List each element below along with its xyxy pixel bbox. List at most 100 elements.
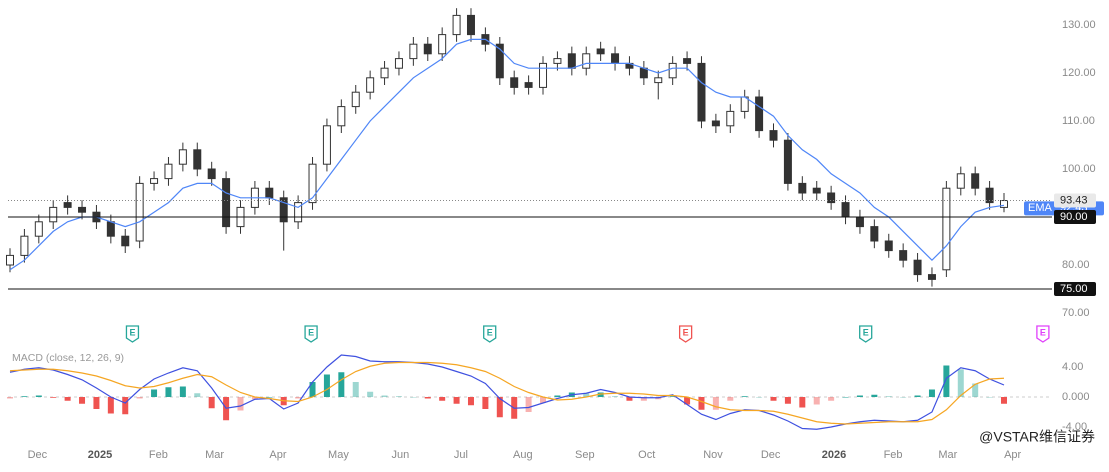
candle-body [495,43,504,79]
histogram-bar [251,397,258,400]
candle-body [654,77,663,84]
candle-body [178,149,187,165]
candle-body [78,206,87,213]
histogram-bar [856,395,863,397]
candle-body [524,82,533,88]
candle-body [870,226,879,242]
candle-body [668,62,677,79]
candle-body [539,62,548,88]
histogram-bar [784,397,791,404]
candle-body [438,34,447,55]
candle-body [567,53,576,69]
candle-body [322,125,331,165]
histogram-bar [338,372,345,397]
y-tick-label: 110.00 [1062,115,1095,127]
candle-body [956,173,965,189]
candle-body [755,96,764,132]
x-tick-label: Oct [638,449,655,461]
candle-body [927,274,936,280]
last-price-label: 93.43 [1060,194,1088,206]
candle-body [913,259,922,276]
level-label: 90.00 [1060,211,1088,223]
histogram-bar [35,395,42,397]
candle-body [135,182,144,242]
candle-body [1000,200,1008,208]
candle-body [294,202,303,223]
candle-body [582,53,591,69]
y-tick-label: 70.00 [1062,307,1090,319]
histogram-bar [885,396,892,397]
candle-body [769,130,778,141]
level-label-bg [1054,282,1096,296]
histogram-bar [770,397,777,401]
candle-body [884,240,893,252]
candle-body [308,163,317,204]
candle-body [380,67,389,79]
earnings-marker [304,325,318,343]
candle-body [985,187,994,204]
histogram-bar [871,394,878,397]
histogram-bar [828,397,835,401]
histogram-bar [79,397,86,404]
candle-body [855,216,864,228]
candle-body [611,53,620,64]
histogram-bar [914,395,921,397]
histogram-bar [179,386,186,397]
candle-body [409,43,418,60]
x-tick-label: Feb [884,449,903,461]
histogram-bar [136,397,143,399]
watermark: @VSTAR维信证券 [979,429,1095,445]
candle-body [423,43,432,55]
macd-title: MACD (close, 12, 26, 9) [12,352,124,364]
histogram-bar [64,397,71,401]
x-tick-label: Apr [1004,449,1021,461]
x-tick-label: Apr [269,449,286,461]
histogram-bar [684,397,691,405]
candle-body [394,58,403,69]
histogram-bar [439,397,446,401]
histogram-bar [712,397,719,410]
histogram-bar [972,383,979,397]
histogram-bar [21,396,28,397]
candle-body [34,221,43,237]
candle-body [106,221,115,237]
level-label-bg [1054,210,1096,224]
candle-body [279,197,288,223]
x-tick-label: Nov [703,449,723,461]
histogram-bar [165,387,172,397]
candle-body [207,168,216,180]
candle-body [683,58,692,64]
candle-body [942,187,951,271]
x-tick-label: Sep [575,449,595,461]
last-price-bg [1054,193,1096,208]
x-tick-label: Feb [149,449,168,461]
earnings-label: E [487,327,493,337]
ema-line [9,38,1005,271]
candle-body [351,91,360,108]
candle-body [265,187,274,199]
histogram-bar [237,397,244,411]
earnings-marker [125,325,140,343]
candle-body [337,106,346,127]
candle-body [899,250,908,261]
x-tick-label: May [328,449,349,461]
histogram-bar [295,397,302,399]
histogram-bar [266,397,273,398]
candle-body [150,178,159,184]
y-tick-label: 130.00 [1062,19,1096,31]
histogram-bar [986,397,993,398]
histogram-bar [309,382,316,397]
candle-body [596,48,605,55]
histogram-bar [107,397,114,414]
histogram-bar [482,397,489,409]
candle-body [466,14,475,36]
candle-body [510,77,519,88]
histogram-bar [93,397,100,409]
histogram-bar [597,392,604,397]
y-tick-label: 100.00 [1062,163,1096,175]
histogram-bar [7,397,13,399]
macd-line [9,361,1005,425]
y-tick-label: 4.00 [1062,361,1083,373]
histogram-bar [813,397,820,405]
